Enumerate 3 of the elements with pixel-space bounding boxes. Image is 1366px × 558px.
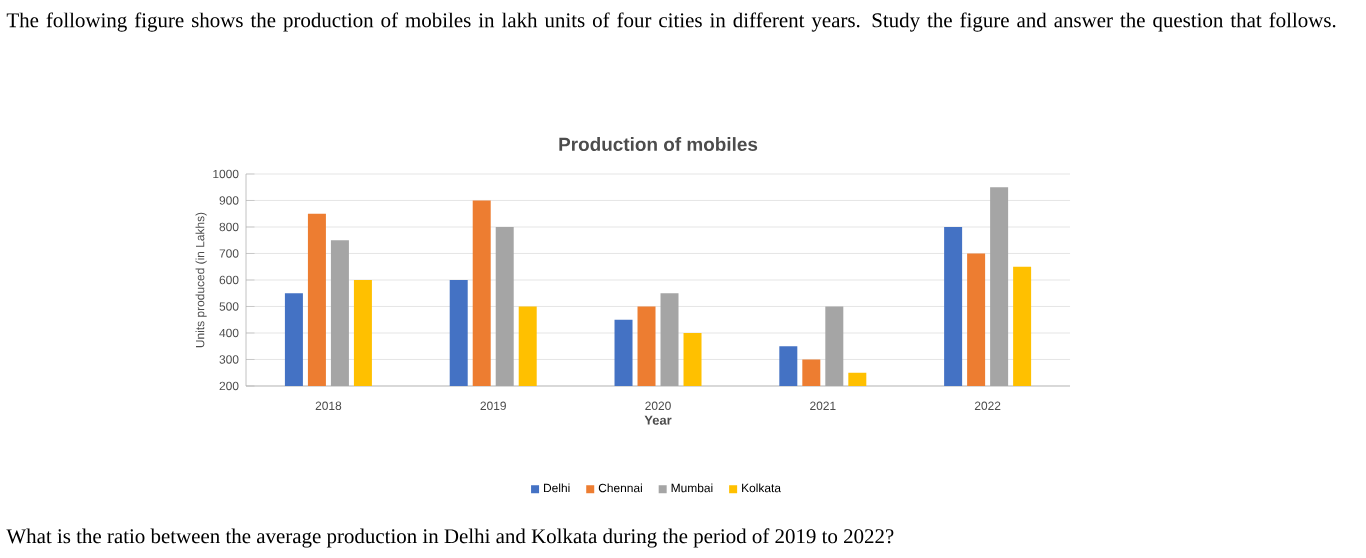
text: The following figure shows the production of mobiles in lakh units of four cities in different years. Study the figure and answer the question that follows.	[6, 12, 1336, 32]
chart-title: Production of mobiles	[559, 137, 758, 152]
text: What is the ratio between the average production in Delhi and Kolkata during the period of 2019 to 2022?	[6, 528, 894, 548]
